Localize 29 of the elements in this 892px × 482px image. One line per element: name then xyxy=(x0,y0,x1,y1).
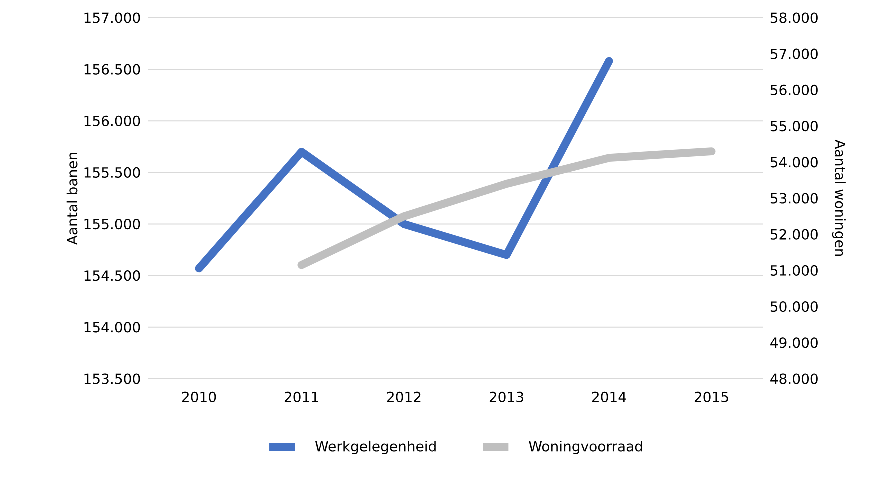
legend-label: Werkgelegenheid xyxy=(315,440,436,454)
y-tick-label: 155.500 xyxy=(84,167,140,178)
x-tick-label: 2013 xyxy=(490,392,524,402)
y-tick-label: 155.000 xyxy=(84,218,140,230)
legend-label: Woningvoorraad xyxy=(529,440,642,454)
y2-tick-label: 52.000 xyxy=(770,229,818,240)
x-tick-label: 2014 xyxy=(592,392,626,402)
y2-tick-label: 58.000 xyxy=(770,12,818,24)
y2-tick-label: 53.000 xyxy=(770,193,818,204)
y-axis-title: Aantal banen xyxy=(66,153,78,246)
x-tick-label: 2010 xyxy=(182,392,216,402)
y2-axis-title: Aantal woningen xyxy=(832,140,846,256)
y2-tick-label: 55.000 xyxy=(770,121,818,132)
y-tick-label: 154.000 xyxy=(84,322,140,333)
y2-tick-label: 54.000 xyxy=(770,157,818,168)
y2-tick-label: 51.000 xyxy=(770,265,818,276)
y-tick-label: 154.500 xyxy=(84,270,140,282)
y-tick-label: 156.000 xyxy=(84,116,140,126)
y-tick-label: 157.000 xyxy=(84,12,140,24)
y2-tick-label: 56.000 xyxy=(770,84,818,96)
y2-tick-label: 57.000 xyxy=(770,48,818,60)
y-tick-label: 153.500 xyxy=(84,374,140,384)
y2-tick-label: 50.000 xyxy=(770,302,818,312)
y2-tick-label: 48.000 xyxy=(770,374,818,384)
y2-tick-label: 49.000 xyxy=(770,338,818,348)
x-tick-label: 2011 xyxy=(284,392,318,402)
x-tick-label: 2015 xyxy=(694,392,728,402)
y-tick-label: 156.500 xyxy=(84,64,140,75)
x-tick-label: 2012 xyxy=(387,392,421,402)
